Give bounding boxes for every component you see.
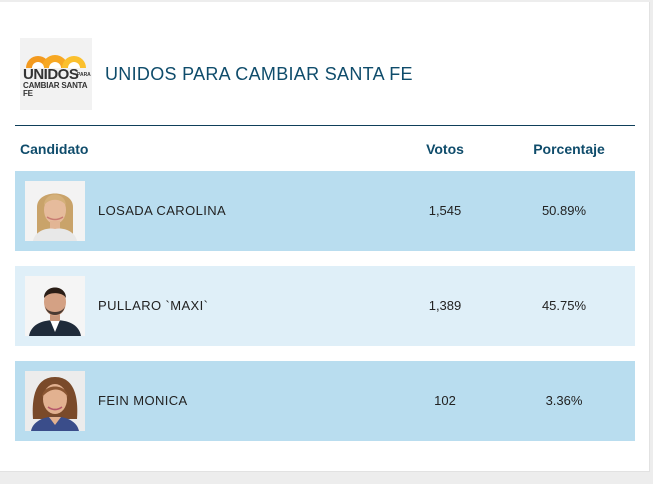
results-card: UNIDOS PARA CAMBIAR SANTA FE UNIDOS PARA… [0,2,650,472]
party-logo: UNIDOS PARA CAMBIAR SANTA FE [20,38,92,110]
candidate-percentage: 45.75% [541,298,587,313]
candidate-votes: 1,545 [428,203,462,218]
column-header-votes: Votos [426,141,464,157]
candidate-name: LOSADA CAROLINA [98,203,227,218]
candidate-votes: 102 [434,393,456,408]
party-header: UNIDOS PARA CAMBIAR SANTA FE UNIDOS PARA… [20,38,413,110]
logo-text-main: UNIDOS [23,66,79,83]
candidate-row: LOSADA CAROLINA 1,545 50.89% [15,171,635,251]
header-divider [15,125,635,126]
candidate-votes: 1,389 [428,298,462,313]
candidate-photo [25,371,85,431]
candidate-photo [25,181,85,241]
candidate-row: FEIN MONICA 102 3.36% [15,361,635,441]
column-header-candidate: Candidato [20,141,89,157]
party-title: UNIDOS PARA CAMBIAR SANTA FE [105,63,413,84]
logo-text-small: PARA [77,72,91,78]
candidate-name: FEIN MONICA [98,393,188,408]
logo-arcs-icon [26,55,86,68]
candidate-percentage: 3.36% [545,393,583,408]
candidate-name: PULLARO `MAXI` [98,298,209,313]
logo-text-sub: CAMBIAR SANTA FE [23,81,88,98]
candidate-photo [25,276,85,336]
column-header-percentage: Porcentaje [533,141,605,157]
candidate-row: PULLARO `MAXI` 1,389 45.75% [15,266,635,346]
candidate-percentage: 50.89% [541,203,587,218]
